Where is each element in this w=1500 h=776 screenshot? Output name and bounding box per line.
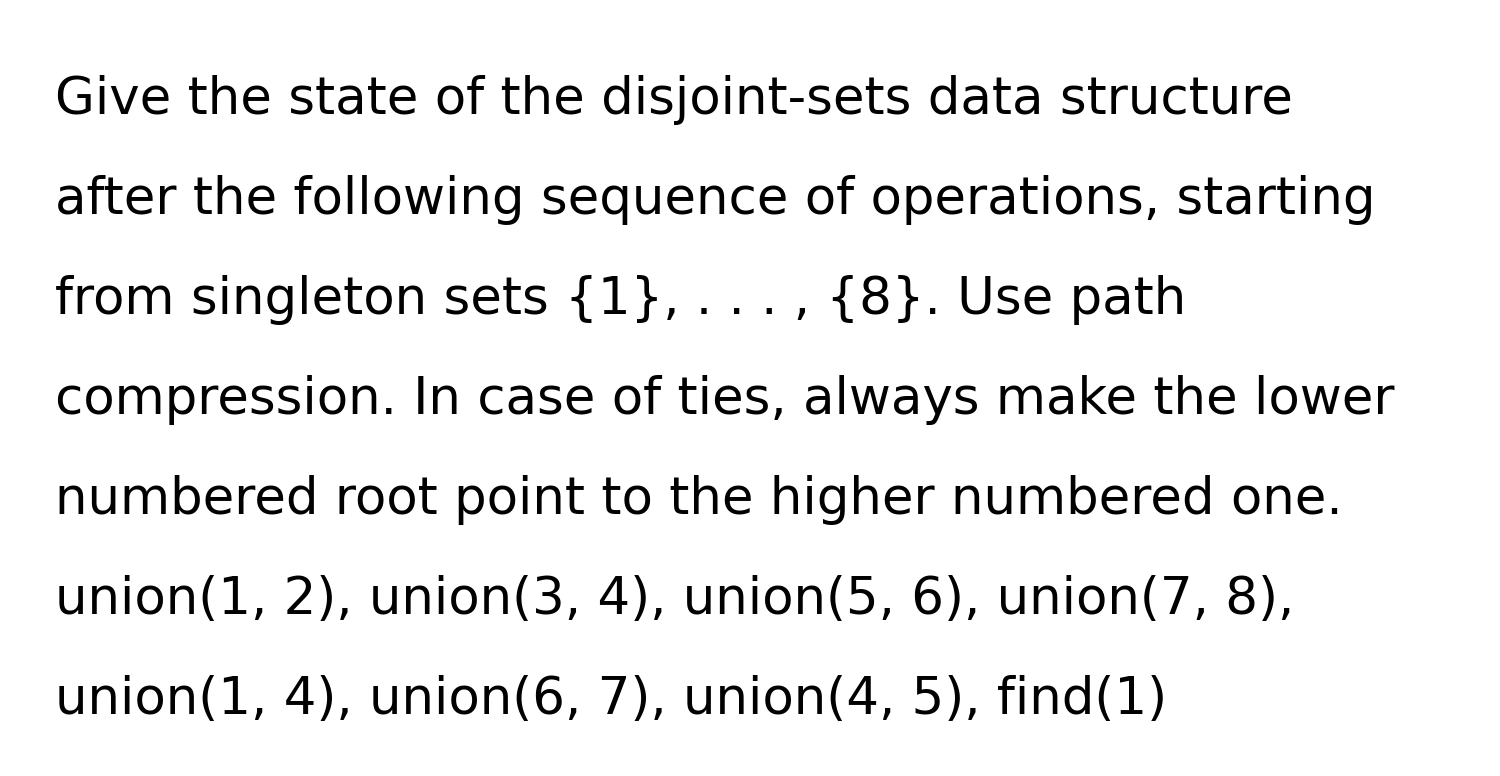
- Text: Give the state of the disjoint-sets data structure: Give the state of the disjoint-sets data…: [56, 75, 1293, 125]
- Text: from singleton sets {1}, . . . , {8}. Use path: from singleton sets {1}, . . . , {8}. Us…: [56, 275, 1186, 325]
- Text: union(1, 2), union(3, 4), union(5, 6), union(7, 8),: union(1, 2), union(3, 4), union(5, 6), u…: [56, 575, 1294, 625]
- Text: compression. In case of ties, always make the lower: compression. In case of ties, always mak…: [56, 375, 1395, 425]
- Text: union(1, 4), union(6, 7), union(4, 5), find(1): union(1, 4), union(6, 7), union(4, 5), f…: [56, 675, 1167, 725]
- Text: numbered root point to the higher numbered one.: numbered root point to the higher number…: [56, 475, 1342, 525]
- Text: after the following sequence of operations, starting: after the following sequence of operatio…: [56, 175, 1376, 225]
